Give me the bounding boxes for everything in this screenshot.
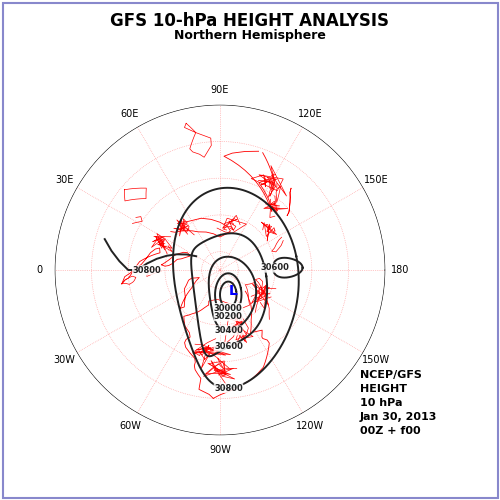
Text: GFS 10-hPa HEIGHT ANALYSIS: GFS 10-hPa HEIGHT ANALYSIS xyxy=(110,12,390,30)
Text: 180: 180 xyxy=(391,265,409,275)
Text: 30200: 30200 xyxy=(214,312,243,321)
Text: NCEP/GFS
HEIGHT
10 hPa
Jan 30, 2013
00Z + f00: NCEP/GFS HEIGHT 10 hPa Jan 30, 2013 00Z … xyxy=(360,370,438,436)
Text: 90E: 90E xyxy=(211,85,229,95)
Text: 30400: 30400 xyxy=(214,326,243,335)
Text: 90W: 90W xyxy=(209,445,231,455)
Text: 60W: 60W xyxy=(119,421,141,431)
Text: 150W: 150W xyxy=(362,355,390,365)
Text: 120W: 120W xyxy=(296,421,324,431)
Text: 30800: 30800 xyxy=(214,384,243,392)
Text: 30800: 30800 xyxy=(132,266,161,274)
Text: 0: 0 xyxy=(37,265,43,275)
Text: L: L xyxy=(229,284,237,298)
Text: 60E: 60E xyxy=(120,109,139,119)
Text: 30E: 30E xyxy=(55,175,73,185)
Text: Northern Hemisphere: Northern Hemisphere xyxy=(174,30,326,43)
Text: 150E: 150E xyxy=(364,175,388,185)
Text: 30W: 30W xyxy=(53,355,75,365)
Text: 30000: 30000 xyxy=(214,304,242,312)
Text: 120E: 120E xyxy=(298,109,322,119)
Text: 30600: 30600 xyxy=(260,263,289,272)
Text: 30600: 30600 xyxy=(214,342,243,351)
